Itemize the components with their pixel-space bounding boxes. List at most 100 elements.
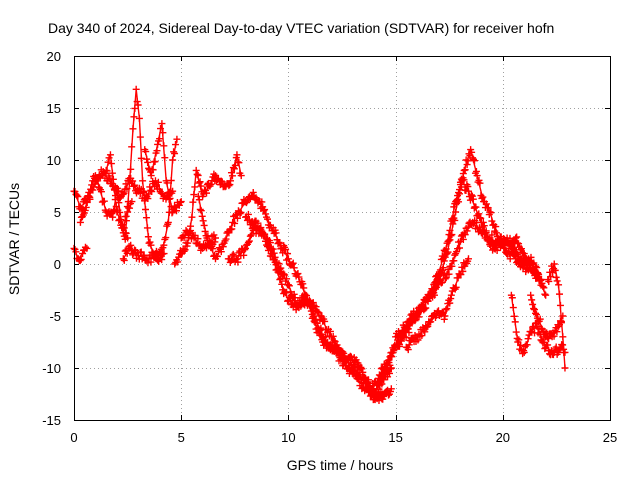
interpolated-points	[107, 160, 120, 210]
interpolated-points	[234, 158, 244, 177]
interpolated-points	[212, 240, 227, 260]
y-tick-label: -15	[42, 413, 61, 428]
interpolated-points	[103, 154, 113, 175]
interpolated-points	[294, 270, 309, 298]
data-point	[119, 255, 127, 263]
series-pass-12	[242, 210, 387, 405]
data-point	[135, 114, 143, 122]
series-pass-2	[70, 243, 91, 265]
x-tick-label: 5	[178, 430, 185, 445]
interpolated-points	[474, 176, 487, 202]
interpolated-points	[556, 290, 565, 327]
grid	[74, 56, 610, 420]
interpolated-points	[556, 317, 565, 329]
y-tick-label: 10	[47, 153, 61, 168]
series-pass-7	[141, 120, 185, 217]
data-point	[284, 255, 292, 263]
data-point	[106, 151, 114, 159]
data-point	[173, 135, 181, 143]
data-point	[555, 281, 563, 289]
y-tick-label: -10	[42, 361, 61, 376]
data-point	[194, 192, 202, 200]
data-point	[492, 229, 500, 237]
interpolated-points	[251, 194, 266, 212]
interpolated-points	[543, 341, 557, 359]
data-point	[109, 213, 117, 221]
data-point	[452, 198, 460, 206]
interpolated-points	[311, 303, 326, 324]
data-point	[520, 348, 528, 356]
data-point	[177, 198, 185, 206]
data-point	[237, 172, 245, 180]
interpolated-points	[242, 224, 257, 249]
interpolated-points	[459, 174, 472, 194]
interpolated-points	[140, 189, 152, 241]
y-tick-label: 5	[54, 205, 61, 220]
interpolated-points	[268, 253, 283, 277]
series-pass-11	[224, 223, 395, 400]
interpolated-points	[528, 319, 540, 337]
series-pass-13	[366, 146, 550, 396]
interpolated-points	[234, 245, 249, 266]
x-tick-label: 10	[281, 430, 295, 445]
series-pass-18	[527, 291, 567, 343]
data-point	[379, 390, 387, 398]
interpolated-points	[80, 243, 89, 254]
interpolated-points	[120, 212, 130, 232]
data-point	[512, 234, 520, 242]
plot-frame	[74, 56, 611, 421]
data-point	[537, 276, 545, 284]
interpolated-points	[159, 129, 169, 162]
data-point	[510, 244, 518, 252]
data-point	[164, 218, 172, 226]
interpolated-points	[558, 341, 568, 353]
interpolated-points	[157, 248, 167, 264]
data-point	[212, 234, 220, 242]
data-point	[76, 218, 84, 226]
interpolated-points	[136, 133, 145, 162]
interpolated-points	[155, 125, 165, 145]
interpolated-points	[337, 348, 352, 364]
data-point	[550, 260, 558, 268]
data-point	[169, 156, 177, 164]
data-point	[129, 125, 137, 133]
interpolated-points	[536, 315, 549, 338]
interpolated-points	[170, 141, 180, 157]
interpolated-points	[294, 294, 309, 310]
data-marks	[70, 85, 569, 405]
series-pass-6	[119, 241, 168, 267]
data-point	[561, 364, 569, 372]
data-point	[473, 172, 481, 180]
data-point	[158, 120, 166, 128]
interpolated-points	[277, 242, 292, 264]
x-tick-label: 15	[388, 430, 402, 445]
data-point	[192, 166, 200, 174]
x-tick-label: 0	[70, 430, 77, 445]
y-tick-label: 15	[47, 101, 61, 116]
interpolated-points	[320, 315, 334, 340]
data-point	[184, 239, 192, 247]
interpolated-points	[152, 178, 167, 202]
x-tick-label: 25	[603, 430, 617, 445]
data-point	[542, 291, 550, 299]
chart-title: Day 340 of 2024, Sidereal Day-to-day VTE…	[48, 20, 554, 36]
data-point	[94, 177, 102, 185]
interpolated-points	[122, 198, 132, 225]
data-point	[188, 213, 196, 221]
data-point	[520, 250, 528, 258]
data-point	[154, 140, 162, 148]
interpolated-points	[551, 266, 561, 285]
interpolated-points	[320, 336, 334, 352]
data-point	[147, 172, 155, 180]
interpolated-points	[457, 257, 472, 278]
interpolated-points	[487, 231, 502, 250]
data-point	[124, 234, 132, 242]
interpolated-points	[277, 274, 292, 305]
interpolated-points	[545, 262, 558, 285]
interpolated-points	[120, 229, 130, 243]
interpolated-points	[221, 225, 236, 245]
series-pass-15	[392, 217, 545, 341]
interpolated-points	[371, 388, 386, 405]
interpolated-points	[442, 295, 455, 314]
interpolated-points	[403, 331, 420, 354]
